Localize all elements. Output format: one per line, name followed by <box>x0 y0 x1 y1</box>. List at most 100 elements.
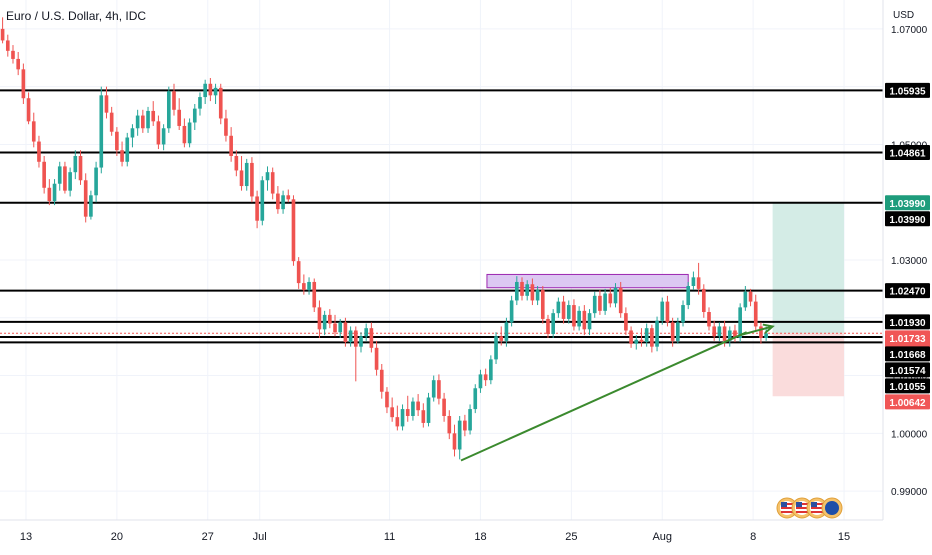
candle <box>0 17 5 44</box>
candle <box>400 404 405 431</box>
candle-body <box>733 330 737 338</box>
candle <box>229 127 233 162</box>
resistance-zone[interactable] <box>486 273 689 289</box>
candle-body <box>426 397 431 423</box>
candle-body <box>535 290 540 301</box>
candle-body <box>748 291 753 302</box>
icon-stripe <box>811 511 823 513</box>
candle-body <box>509 300 514 323</box>
flag-us-icon[interactable] <box>806 497 828 519</box>
price-label: 1.01930 <box>885 314 930 330</box>
time-axis[interactable]: 13 20 27 Jul 11 18 25 Aug 8 15 <box>20 531 850 543</box>
price-label-bg <box>885 195 930 211</box>
price-label-text: 1.01668 <box>889 350 926 361</box>
y-tick-label: 0.99000 <box>891 487 928 498</box>
x-tick-label: 11 <box>384 531 395 543</box>
price-label: 1.01055 <box>885 378 930 394</box>
candle-body <box>437 380 441 399</box>
candle-body <box>686 286 691 306</box>
candle-body <box>540 290 545 319</box>
candle-body <box>89 195 93 217</box>
candle <box>598 290 602 315</box>
candle-body <box>99 95 104 168</box>
candle-body <box>135 115 140 129</box>
candle <box>431 375 436 402</box>
candle-body <box>374 347 379 370</box>
candle <box>390 397 394 422</box>
candle <box>42 156 46 194</box>
candle <box>192 104 197 130</box>
price-label-bg <box>885 211 930 227</box>
candle-body <box>187 122 192 144</box>
candle <box>130 124 135 148</box>
candle <box>182 118 187 148</box>
candle-body <box>172 91 176 110</box>
candle <box>525 280 530 301</box>
candle <box>468 404 472 435</box>
candle-body <box>239 170 244 187</box>
candle-body <box>473 388 478 410</box>
candle-body <box>353 330 358 347</box>
price-label-bg <box>885 362 930 378</box>
trendline[interactable] <box>460 331 748 462</box>
candle <box>561 295 566 324</box>
candle <box>73 150 78 180</box>
candle <box>421 403 426 428</box>
candle-body <box>431 380 436 398</box>
flag-us-icon[interactable] <box>776 497 798 519</box>
resistance-zone-box[interactable] <box>486 273 689 289</box>
candle <box>156 115 161 150</box>
price-label: 1.03990 <box>885 211 930 227</box>
candle <box>187 118 192 148</box>
flag-us-icon[interactable] <box>791 497 813 519</box>
long-position-tool[interactable] <box>772 202 845 397</box>
candle <box>489 355 493 385</box>
position-target-zone[interactable] <box>772 202 845 334</box>
candle <box>644 323 649 347</box>
candle-body <box>250 162 254 197</box>
candle <box>16 52 20 76</box>
candle <box>691 271 696 291</box>
candle-body <box>670 322 675 341</box>
candle-body <box>104 95 109 113</box>
candle-body <box>691 277 696 286</box>
candle-body <box>707 312 711 327</box>
candle-body <box>665 301 670 323</box>
candle-body <box>727 330 732 341</box>
candle <box>759 322 763 344</box>
price-label-bg <box>885 283 930 299</box>
price-label-bg <box>885 82 930 98</box>
candle <box>587 309 592 336</box>
event-icons[interactable] <box>776 497 843 519</box>
candle <box>608 287 613 308</box>
candle-body <box>463 420 467 431</box>
candle-body <box>566 305 571 319</box>
icon-canton <box>811 502 817 507</box>
x-tick-label: 18 <box>474 531 486 543</box>
forecast-arrow[interactable] <box>739 325 773 337</box>
flag-eu-icon[interactable] <box>821 497 843 519</box>
candle-body <box>0 28 5 41</box>
candle <box>416 394 420 416</box>
candle-body <box>52 183 57 202</box>
candle-body <box>57 166 62 184</box>
horizontal-levels[interactable] <box>0 89 883 344</box>
candle <box>37 135 41 168</box>
candle <box>250 157 254 203</box>
candle-body <box>5 40 10 51</box>
price-label-text: 1.02470 <box>889 287 926 298</box>
candle-body <box>717 326 722 337</box>
candle <box>213 83 218 104</box>
candle-body <box>712 326 717 337</box>
candle-body <box>618 287 623 314</box>
candle <box>83 173 88 223</box>
drawings[interactable] <box>460 323 775 462</box>
candle-body <box>166 91 171 129</box>
candle <box>172 83 176 116</box>
candle <box>566 300 571 324</box>
candle-body <box>379 369 384 392</box>
candle-body <box>556 301 561 314</box>
position-stop-zone[interactable] <box>772 333 845 397</box>
